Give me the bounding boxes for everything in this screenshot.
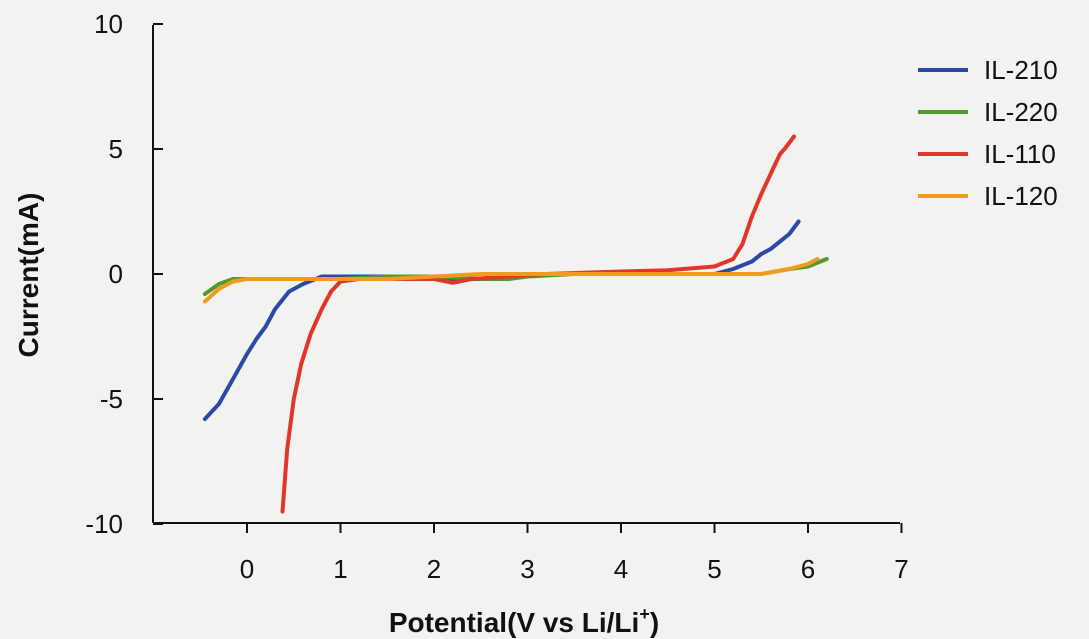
x-ticks: 0 1 2 3 4 5 6 7 xyxy=(240,523,909,584)
series-layer xyxy=(205,137,827,512)
x-tick-label: 5 xyxy=(707,554,721,584)
legend-label-il-220: IL-220 xyxy=(984,97,1058,127)
legend-label-il-120: IL-120 xyxy=(984,181,1058,211)
y-tick-label: -5 xyxy=(100,384,123,414)
x-axis-title-close: ) xyxy=(650,607,659,638)
x-tick-label: 7 xyxy=(894,554,908,584)
y-tick-label: -10 xyxy=(85,509,123,539)
x-tick-label: 6 xyxy=(801,554,815,584)
y-axis-title: Current(mA) xyxy=(13,193,44,358)
legend-label-il-110: IL-110 xyxy=(984,139,1056,169)
x-tick-label: 3 xyxy=(520,554,534,584)
x-axis-title-main: Potential(V vs Li/Li xyxy=(389,607,639,638)
legend-label-il-210: IL-210 xyxy=(984,55,1058,85)
x-tick-label: 4 xyxy=(614,554,628,584)
y-tick-label: 0 xyxy=(109,259,123,289)
legend: IL-210 IL-220 IL-110 IL-120 xyxy=(918,55,1058,211)
x-axis-title-sup: + xyxy=(639,604,650,624)
series-line-il-110 xyxy=(283,137,795,512)
x-tick-label: 1 xyxy=(333,554,347,584)
y-ticks: -10 -5 0 5 10 xyxy=(85,9,163,539)
x-tick-label: 2 xyxy=(427,554,441,584)
y-tick-label: 10 xyxy=(94,9,123,39)
plot-area: -10 -5 0 5 10 0 1 2 3 4 5 6 7 xyxy=(85,9,908,584)
x-axis-title: Potential(V vs Li/Li+) xyxy=(389,604,659,638)
x-tick-label: 0 xyxy=(240,554,254,584)
y-tick-label: 5 xyxy=(109,134,123,164)
